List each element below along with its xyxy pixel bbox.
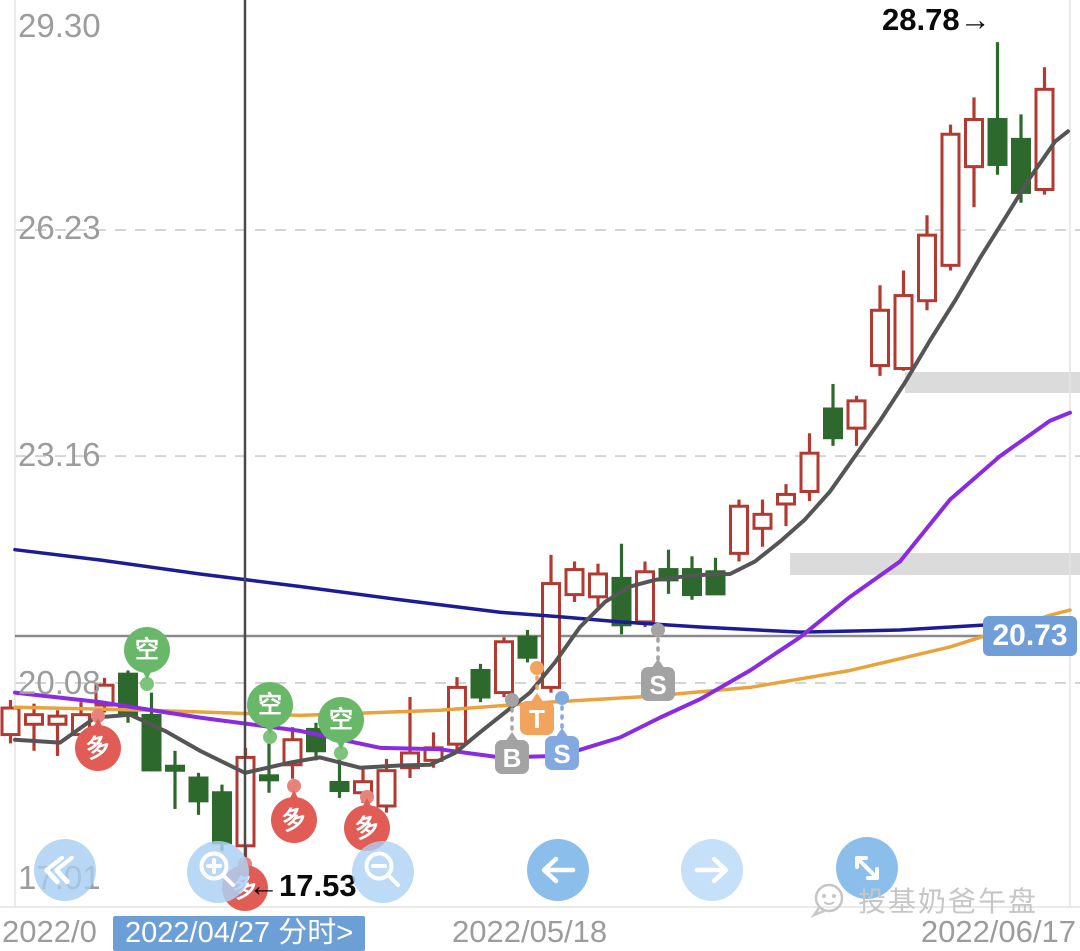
trade-marker-badge[interactable] <box>495 740 529 774</box>
trade-marker-dot <box>555 691 569 705</box>
candle-body <box>141 713 162 772</box>
candle-body <box>752 512 773 530</box>
watermark: 投基奶爸午盘 <box>806 880 1038 920</box>
pan-right-button[interactable] <box>681 839 743 901</box>
candle-body <box>893 294 914 370</box>
trade-marker-badge[interactable] <box>545 736 579 770</box>
chat-bubble-face-icon <box>810 883 844 918</box>
selected-date-chip[interactable]: 2022/04/27 分时> <box>113 916 366 951</box>
zoom-out-button[interactable] <box>352 841 414 903</box>
short-marker-label: 空 <box>329 706 353 734</box>
fullscreen-button[interactable] <box>836 837 898 899</box>
trade-marker-label: S <box>553 739 570 769</box>
highlight-zone <box>790 553 1080 575</box>
low-price-annotation: ←17.53 <box>248 868 357 903</box>
trade-marker-dot <box>530 661 544 675</box>
candle-body <box>564 568 585 597</box>
candle-body <box>165 764 185 772</box>
zoom-in-button[interactable] <box>187 841 249 903</box>
trade-marker-dot <box>505 693 519 707</box>
candle-body <box>24 713 44 726</box>
magnifier-plus-icon <box>199 851 235 887</box>
short-marker-label: 空 <box>135 636 159 664</box>
candle-body <box>94 683 115 707</box>
short-marker-dot <box>263 730 277 744</box>
trade-marker-tip <box>505 732 519 742</box>
candle-body <box>1034 87 1055 191</box>
avg-gray-line <box>13 129 1070 775</box>
long-marker-dot <box>91 709 105 723</box>
candle-body <box>940 132 961 267</box>
x-axis-label-mid: 2022/05/18 <box>452 914 608 949</box>
candle-body <box>329 780 350 793</box>
candle-body <box>47 714 68 726</box>
rewind-button[interactable] <box>34 839 96 901</box>
x-axis-label-left: 2022/0 <box>2 914 97 949</box>
candle-body <box>376 769 397 808</box>
candle-body <box>799 451 820 493</box>
highlight-zone <box>905 372 1080 393</box>
trade-marker-label: T <box>529 704 545 734</box>
candle-body <box>212 791 232 845</box>
high-price-annotation: 28.78→ <box>882 2 991 37</box>
ma-purple-line <box>13 410 1072 760</box>
candle-body <box>705 570 726 596</box>
candle-body <box>611 576 632 627</box>
ma-navy-line <box>13 547 1072 634</box>
candle-body <box>917 233 937 303</box>
short-marker-label: 空 <box>258 691 282 719</box>
trade-marker-tip <box>651 659 665 669</box>
candle-body <box>259 774 279 782</box>
trade-marker-label: B <box>503 743 522 773</box>
short-marker-badge[interactable] <box>247 682 293 728</box>
current-price-badge: 20.73 <box>983 616 1077 656</box>
long-marker-dot <box>360 790 374 804</box>
candle-body <box>682 568 702 597</box>
long-marker-badge[interactable] <box>75 725 121 771</box>
long-marker-badge[interactable] <box>344 805 390 851</box>
long-marker-badge[interactable] <box>271 797 317 843</box>
trade-marker-dot <box>651 623 665 637</box>
candle-body <box>0 706 21 737</box>
pan-left-button[interactable] <box>527 839 589 901</box>
long-marker-dot <box>287 779 301 793</box>
candle-body <box>447 685 467 746</box>
trade-marker-tip <box>530 693 544 703</box>
expand-diagonal-arrows-icon <box>855 856 879 880</box>
x-axis-label-right: 2022/06/17 <box>920 914 1076 949</box>
double-chevron-left-icon <box>44 855 74 885</box>
candle-body <box>282 738 303 767</box>
candle-body <box>517 635 538 659</box>
candle-body <box>470 668 491 699</box>
candle-body <box>987 118 1008 166</box>
trade-marker-badge[interactable] <box>641 667 675 701</box>
short-marker-badge[interactable] <box>124 627 170 673</box>
short-marker-badge[interactable] <box>318 697 364 743</box>
short-marker-dot <box>334 746 348 760</box>
candle-body <box>846 399 867 430</box>
candle-body <box>776 492 796 506</box>
trade-marker-tip <box>555 728 569 738</box>
arrow-left-icon <box>541 856 576 884</box>
trade-marker-label: S <box>649 670 666 700</box>
magnifier-minus-icon <box>364 851 400 887</box>
candle-body <box>823 407 843 440</box>
candle-body <box>870 308 890 368</box>
arrow-right-icon <box>694 856 729 884</box>
candle-body <box>188 776 209 803</box>
candle-body <box>964 118 984 169</box>
watermark-text: 投基奶爸午盘 <box>858 886 1039 917</box>
trade-marker-badge[interactable] <box>520 701 554 735</box>
candle-body <box>588 572 608 599</box>
candle-body <box>494 640 514 695</box>
short-marker-dot <box>140 677 154 691</box>
candle-body <box>729 504 749 555</box>
